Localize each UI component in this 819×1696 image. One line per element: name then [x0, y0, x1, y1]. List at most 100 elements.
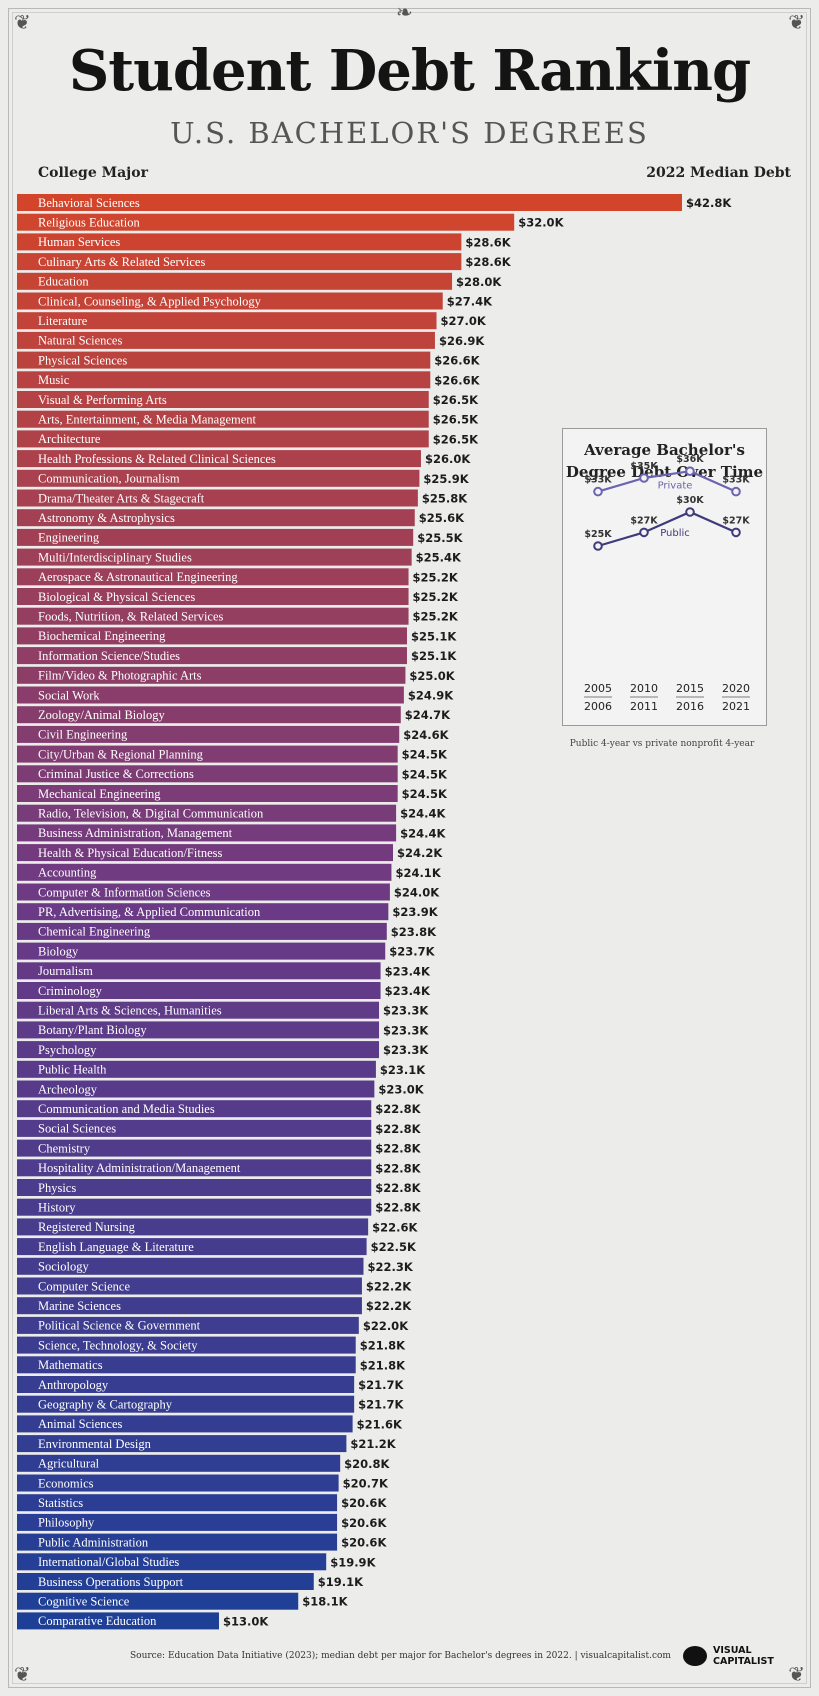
bar-value-label: $22.8K [375, 1102, 421, 1116]
bar-label: Drama/Theater Arts & Stagecraft [38, 491, 205, 505]
bar-label: Information Science/Studies [38, 649, 180, 663]
bar-label: Sociology [38, 1260, 89, 1274]
x-tick-label-bottom: 2021 [722, 700, 750, 713]
bar [17, 1592, 299, 1610]
series-name-label: Private [658, 481, 693, 492]
bar-label: Geography & Cartography [38, 1398, 173, 1412]
x-tick-label-top: 2010 [630, 682, 658, 695]
bar-label: Arts, Entertainment, & Media Management [38, 413, 257, 427]
bar-value-label: $23.3K [383, 1004, 429, 1018]
bar [17, 588, 409, 605]
bar-label: Health & Physical Education/Fitness [38, 846, 222, 860]
bar-label: Liberal Arts & Sciences, Humanities [38, 1004, 222, 1018]
bar-value-label: $22.8K [375, 1201, 421, 1215]
inset-note: Public 4-year vs private nonprofit 4-yea… [569, 739, 755, 749]
point-value-label: $27K [630, 515, 658, 526]
bar [17, 666, 406, 684]
bar [17, 863, 392, 881]
bar [17, 824, 397, 842]
bar [17, 1001, 380, 1019]
bar [17, 312, 437, 330]
bar-value-label: $25.9K [423, 472, 469, 486]
bar-label: City/Urban & Regional Planning [38, 747, 204, 761]
bar-label: Statistics [38, 1496, 83, 1510]
bar [17, 962, 381, 980]
series-point [593, 486, 603, 497]
logo-line-1: VISUAL [713, 1645, 752, 1656]
bar-value-label: $24.2K [397, 846, 443, 860]
bar-value-label: $26.5K [433, 393, 479, 407]
bar-label: Education [38, 275, 89, 289]
bar-label: Culinary Arts & Related Services [38, 255, 205, 269]
bar-label: Botany/Plant Biology [38, 1023, 147, 1037]
bar-label: Chemical Engineering [38, 925, 151, 939]
bar [17, 509, 415, 527]
bar-label: Registered Nursing [38, 1220, 136, 1234]
series-line-private [597, 470, 737, 493]
bar-value-label: $24.5K [402, 767, 448, 781]
point-value-label: $33K [722, 475, 750, 486]
bar-label: English Language & Literature [38, 1240, 194, 1254]
bar-value-label: $26.5K [433, 413, 479, 427]
bar [17, 391, 429, 408]
bar-label: Architecture [38, 432, 101, 446]
bar [17, 1533, 338, 1551]
bar-label: Zoology/Animal Biology [38, 708, 165, 722]
series-point [593, 541, 603, 551]
bar [17, 1513, 338, 1531]
bar-value-label: $19.1K [318, 1575, 364, 1589]
bar [17, 292, 443, 310]
bar-value-label: $23.1K [380, 1063, 426, 1077]
bar-value-label: $23.4K [385, 984, 431, 998]
bar-value-label: $20.6K [341, 1516, 387, 1530]
top-center-ornament-icon: ❧ [396, 0, 413, 24]
bar-value-label: $13.0K [223, 1614, 269, 1628]
source-note: Source: Education Data Initiative (2023)… [130, 1651, 671, 1661]
page-subtitle: U.S. BACHELOR'S DEGREES [170, 116, 649, 150]
bar-value-label: $22.5K [371, 1240, 417, 1254]
bar-label: Anthropology [38, 1378, 109, 1392]
point-value-label: $33K [584, 475, 612, 486]
bar-label: Clinical, Counseling, & Applied Psycholo… [38, 294, 262, 308]
bar [17, 1277, 362, 1295]
bar-value-label: $21.6K [357, 1417, 403, 1431]
bar-label: Natural Sciences [38, 334, 122, 348]
x-tick-label-top: 2015 [676, 682, 704, 695]
bar-label: Political Science & Government [38, 1319, 201, 1333]
page-title: Student Debt Ranking [68, 38, 751, 104]
bar [17, 528, 414, 546]
bar [17, 1179, 372, 1196]
bar-value-label: $22.3K [367, 1260, 413, 1274]
bar-value-label: $22.8K [375, 1161, 421, 1175]
bar-value-label: $26.6K [434, 373, 480, 387]
bar [17, 1139, 372, 1157]
x-tick-label-top: 2020 [722, 682, 750, 695]
point-value-label: $27K [722, 515, 750, 526]
x-tick-label-bottom: 2011 [630, 700, 658, 713]
bar-label: Biochemical Engineering [38, 629, 166, 643]
bar [17, 1218, 369, 1236]
series-line-public [597, 510, 737, 548]
bar-value-label: $22.0K [363, 1319, 409, 1333]
bar-label: Visual & Performing Arts [38, 393, 167, 407]
bar-value-label: $24.4K [400, 807, 446, 821]
bar [17, 469, 420, 487]
bar-label: Literature [38, 314, 88, 328]
bar [17, 785, 398, 802]
bar-value-label: $23.3K [383, 1043, 429, 1057]
bar-label: Multi/Interdisciplinary Studies [38, 550, 192, 564]
bar [17, 1395, 355, 1413]
point-value-label: $25K [584, 529, 612, 540]
bar-label: Animal Sciences [38, 1417, 122, 1431]
bar-value-label: $23.4K [385, 964, 431, 978]
x-tick-label-bottom: 2006 [584, 700, 612, 713]
bar-label: PR, Advertising, & Applied Communication [38, 905, 261, 919]
point-value-label: $36K [676, 454, 704, 465]
bar-label: History [38, 1201, 76, 1215]
bar [17, 1041, 380, 1059]
bar-value-label: $25.1K [411, 629, 457, 643]
bar [17, 1553, 327, 1571]
bar-value-label: $24.4K [400, 826, 446, 840]
visual-capitalist-logo: VISUAL CAPITALIST [683, 1644, 783, 1672]
